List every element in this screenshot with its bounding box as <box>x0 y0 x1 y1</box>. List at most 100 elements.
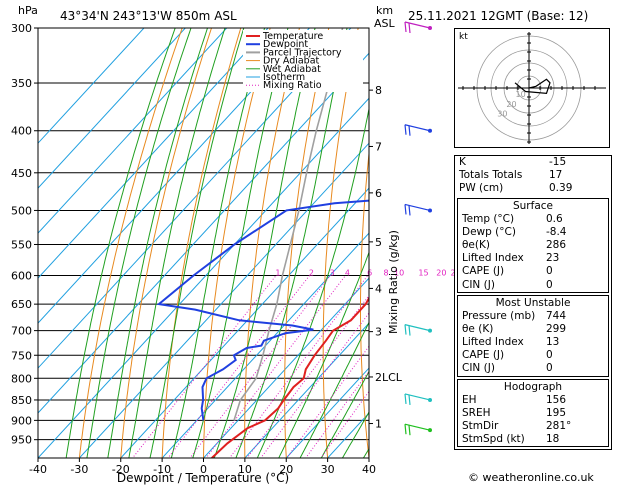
wet-adiabat-line <box>128 28 226 458</box>
wind-barb-flag <box>404 204 407 215</box>
km-tick-label: 1 <box>375 418 382 431</box>
wet-adiabat-line <box>65 28 176 458</box>
legend-label: Temperature <box>262 31 323 42</box>
legend-label: Mixing Ratio <box>263 80 322 91</box>
stat-label: PW (cm) <box>459 182 504 195</box>
stat-value: 0 <box>546 265 553 278</box>
stat-label: Pressure (mb) <box>462 309 536 322</box>
mixing-ratio-label: 6 <box>367 269 372 278</box>
dry-adiabat-line <box>161 28 242 458</box>
stat-label: K <box>459 156 466 168</box>
isotherm-line <box>285 367 369 458</box>
stat-label: Temp (°C) <box>462 212 515 225</box>
legend-label: Wet Adiabat <box>263 64 321 75</box>
isotherm-line <box>38 28 228 234</box>
x-axis-title: Dewpoint / Temperature (°C) <box>117 471 289 485</box>
most-unstable-box: Most Unstable Pressure (mb) 744 θe (K) 299 L… <box>457 294 609 377</box>
stat-row: CAPE (J) 0 <box>458 349 608 362</box>
mixing-ratio-label: 2 <box>309 269 314 278</box>
dry-adiabat-line <box>244 28 301 458</box>
stat-row: θe (K) 299 <box>458 323 608 336</box>
mixing-ratio-line <box>305 370 369 458</box>
stat-row: Temp (°C) 0.6 <box>458 213 608 226</box>
wind-barb-dot <box>428 26 432 30</box>
isotherm-line <box>38 28 145 144</box>
p-tick-label: 800 <box>11 372 32 385</box>
mixing-axis-title: Mixing Ratio (g/kg) <box>387 230 400 334</box>
p-tick-label: 600 <box>11 270 32 283</box>
index-rows: K -15 Totals Totals 17 PW (cm) 0.39 <box>455 156 611 196</box>
wind-barb-dot <box>428 428 432 433</box>
p-tick-label: 850 <box>11 394 32 407</box>
stat-value: -15 <box>549 156 567 168</box>
hodograph-ring-label: 10 <box>516 90 526 99</box>
wet-adiabat-line <box>86 28 192 458</box>
wind-barb-flag <box>408 425 411 436</box>
stat-row: PW (cm) 0.39 <box>455 182 611 195</box>
dry-adiabat-line <box>322 28 359 458</box>
stat-label: StmSpd (kt) <box>462 433 525 446</box>
credit-text[interactable]: © weatheronline.co.uk <box>468 471 594 484</box>
x-tick-label: -40 <box>29 463 47 476</box>
p-tick-label: 450 <box>11 167 32 180</box>
stat-row: CIN (J) 0 <box>458 279 608 292</box>
stat-value: 17 <box>549 169 563 182</box>
wind-barb-flag <box>404 21 407 33</box>
km-tick-label: 7 <box>375 140 382 153</box>
mixing-ratio-label: 1 <box>275 269 280 278</box>
location-title: 43°34'N 243°13'W 850m ASL <box>60 9 237 23</box>
most-unstable-title: Most Unstable <box>495 296 571 309</box>
wet-adiabat-line <box>149 28 245 458</box>
p-tick-label: 950 <box>11 434 32 447</box>
hodograph-stats-box: Hodograph EH 156 SREH 195 StmDir 281° StmSpd (… <box>457 378 609 448</box>
wind-barb-flag <box>404 324 407 335</box>
isotherm-line <box>120 187 369 458</box>
chart-traces <box>156 28 369 458</box>
legend-label: Parcel Trajectory <box>263 47 342 58</box>
stat-value: 299 <box>546 322 567 335</box>
isotherm-line <box>38 97 369 458</box>
stat-label: θe(K) <box>462 238 490 251</box>
stat-label: CAPE (J) <box>462 349 505 362</box>
surface-box: Surface Temp (°C) 0.6 Dewp (°C) -8.4 θe(K) 28… <box>457 197 609 293</box>
stat-label: Dewp (°C) <box>462 225 516 238</box>
p-tick-label: 350 <box>11 77 32 90</box>
x-tick-label: -30 <box>70 463 88 476</box>
stat-row: K -15 <box>455 156 611 169</box>
stat-label: CIN (J) <box>462 278 495 291</box>
stat-label: StmDir <box>462 420 499 432</box>
mixing-ratio-label: 3 <box>330 269 335 278</box>
stat-value: 281° <box>546 420 572 432</box>
stat-value: 0.39 <box>549 182 573 195</box>
stat-label: CIN (J) <box>462 362 495 375</box>
wet-adiabat-line <box>192 28 289 458</box>
wind-barb-dot <box>428 208 432 213</box>
stat-value: 0 <box>546 362 553 375</box>
stat-row: StmDir 281° <box>458 420 608 433</box>
p-tick-label: 900 <box>11 414 32 427</box>
x-tick-label: 30 <box>321 463 335 476</box>
stat-label: Lifted Index <box>462 252 524 265</box>
stat-value: 195 <box>546 406 567 419</box>
stat-label: SREH <box>462 406 491 419</box>
wet-adiabat-line <box>213 28 316 458</box>
stat-label: Totals Totals <box>459 169 523 182</box>
p-tick-label: 300 <box>11 22 32 35</box>
dry-adiabat-line <box>360 149 369 458</box>
stat-row: CIN (J) 0 <box>458 362 608 375</box>
dry-adiabat-line <box>622 3 629 475</box>
wet-adiabat-line <box>107 28 209 458</box>
mixing-ratio-label: 15 <box>418 269 428 278</box>
stat-row: Pressure (mb) 744 <box>458 310 608 323</box>
wet-adiabat-line <box>341 411 369 458</box>
p-tick-label: 550 <box>11 238 32 251</box>
legend-label: Dry Adiabat <box>263 56 320 67</box>
x-tick-label: 0 <box>200 463 207 476</box>
wind-barb-flag <box>408 125 411 136</box>
stat-row: EH 156 <box>458 394 608 407</box>
wind-barb-flag <box>408 394 411 406</box>
wet-adiabat-line <box>256 106 369 458</box>
stat-value: -8.4 <box>546 225 567 238</box>
stat-row: Lifted Index 23 <box>458 252 608 265</box>
